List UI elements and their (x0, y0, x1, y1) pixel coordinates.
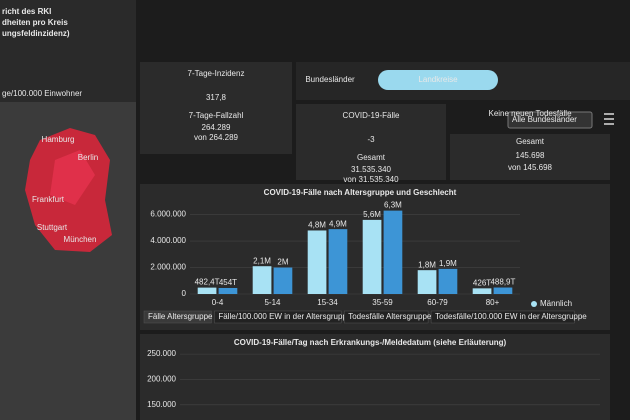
city-label: Berlin (78, 153, 98, 162)
bar (417, 270, 437, 294)
tile-sub-label: Gesamt (516, 137, 545, 146)
value-label: 6,3M (384, 201, 402, 210)
map-hotspot (50, 150, 95, 205)
chart-tab-label: Fälle/100.000 EW in der Altersgruppe (218, 312, 352, 321)
bar (307, 230, 327, 294)
panel-title: richt des RKI (2, 7, 51, 16)
bar (438, 268, 458, 294)
x-tick-label: 5-14 (264, 298, 281, 307)
bar (218, 287, 238, 294)
value-label: 482,4T (195, 278, 220, 287)
value-label: 426T (473, 278, 491, 287)
value-label: 1,9M (439, 259, 457, 268)
y-tick-label: 200.000 (147, 375, 176, 384)
value-label: 1,8M (418, 260, 436, 269)
value-label: 5,6M (363, 210, 381, 219)
legend-label: Männlich (540, 299, 572, 308)
city-label: Frankfurt (32, 195, 65, 204)
x-tick-label: 80+ (486, 298, 500, 307)
chart-tab[interactable] (430, 310, 575, 324)
city-label: Hamburg (42, 135, 75, 144)
tile (450, 134, 610, 180)
tile-title: Keine neuen Todesfälle (488, 109, 572, 118)
tile-sub-label: 7-Tage-Fallzahl (189, 111, 244, 120)
timeline-title: COVID-19-Fälle/Tag nach Erkrankungs-/Mel… (234, 338, 507, 347)
timeline-panel (140, 334, 610, 420)
value-label: 4,8M (308, 221, 326, 230)
tile-value: -3 (367, 135, 375, 144)
value-label: 488,9T (490, 278, 515, 287)
city-label: Stuttgart (37, 223, 68, 232)
tile-sub-of: von 264.289 (194, 133, 239, 142)
tab-active-pill[interactable] (378, 70, 498, 90)
y-tick-label: 0 (182, 289, 187, 298)
value-label: 4,9M (329, 219, 347, 228)
bar (472, 288, 492, 294)
tile-sub-value: 145.698 (516, 151, 545, 160)
city-label: München (64, 235, 97, 244)
tile (296, 104, 446, 180)
tile (140, 62, 292, 154)
dropdown-label: Alle Bundesländer (512, 115, 577, 124)
chart-tab[interactable] (143, 310, 212, 324)
bar (252, 266, 272, 294)
dropdown[interactable] (507, 111, 593, 129)
chart-tab[interactable] (343, 310, 429, 324)
tile-sub-value: 31.535.340 (351, 165, 392, 174)
y-tick-label: 2.000.000 (150, 263, 186, 272)
tile-sub-label: Gesamt (357, 153, 386, 162)
bar (273, 267, 293, 294)
tile-title: COVID-19-Fälle (343, 111, 400, 120)
bar (197, 287, 217, 294)
y-tick-label: 6.000.000 (150, 210, 186, 219)
x-tick-label: 35-59 (372, 298, 393, 307)
tile-sub-of: von 31.535.340 (343, 175, 399, 184)
y-tick-label: 150.000 (147, 400, 176, 409)
tile-title: 7-Tage-Inzidenz (188, 69, 245, 78)
tile-value: 317,8 (206, 93, 227, 102)
chart-tab[interactable] (214, 310, 342, 324)
menu-icon[interactable] (604, 113, 614, 125)
chart-tab-label: Todesfälle/100.000 EW in der Altersgrupp… (435, 312, 587, 321)
chart-tab-label: Fälle Altersgruppe (148, 312, 213, 321)
legend-swatch (531, 301, 537, 307)
legend-title: ge/100.000 Einwohner (2, 89, 82, 98)
x-tick-label: 0-4 (212, 298, 224, 307)
y-tick-label: 250.000 (147, 349, 176, 358)
chart-title: COVID-19-Fälle nach Altersgruppe und Ges… (264, 188, 457, 197)
tab: Bundesländer (305, 75, 355, 84)
y-tick-label: 4.000.000 (150, 236, 186, 245)
bar (362, 219, 382, 294)
bar (328, 229, 348, 294)
bar (383, 210, 403, 294)
x-tick-label: 60-79 (427, 298, 448, 307)
tile-sub-value: 264.289 (202, 123, 231, 132)
value-label: 2,1M (253, 256, 271, 265)
tile-sub-of: von 145.698 (508, 163, 553, 172)
tab: Landkreise (418, 75, 458, 84)
x-tick-label: 15-34 (317, 298, 338, 307)
value-label: 454T (219, 278, 237, 287)
panel-title: ungsfeldinzidenz) (2, 29, 70, 38)
chart-tab-label: Todesfälle Altersgruppe (348, 312, 432, 321)
bar (493, 287, 513, 294)
value-label: 2M (277, 258, 288, 267)
panel-title: dheiten pro Kreis (2, 18, 68, 27)
